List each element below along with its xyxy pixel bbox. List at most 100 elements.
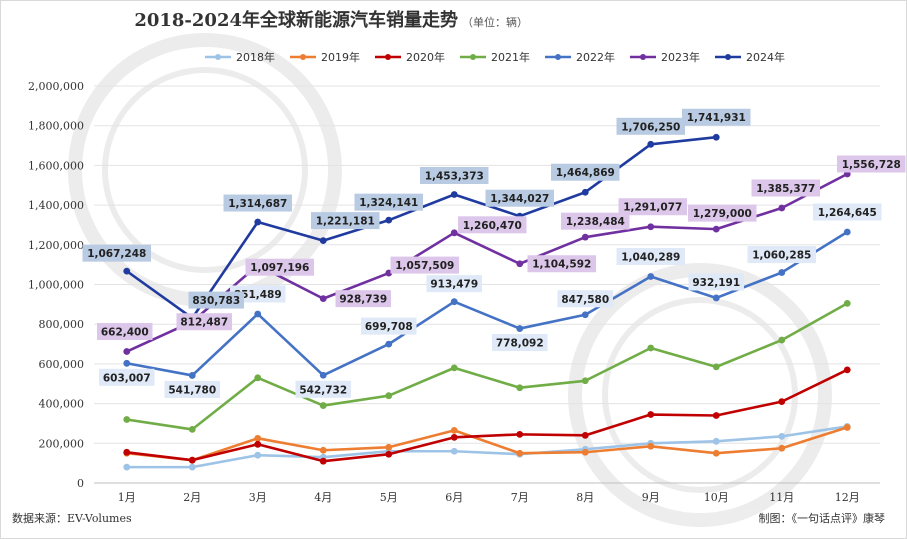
data-label-box xyxy=(616,117,685,135)
data-label-box xyxy=(458,216,527,234)
data-point xyxy=(516,430,524,438)
x-tick-label: 11月 xyxy=(769,491,794,504)
data-label-box xyxy=(164,380,220,398)
data-label-box xyxy=(311,212,380,230)
data-label: 1,104,592 xyxy=(532,259,591,271)
data-point xyxy=(778,444,786,452)
chart-unit-note: （单位：辆） xyxy=(462,15,528,29)
x-tick-label: 12月 xyxy=(835,491,860,504)
y-tick-label: 200,000 xyxy=(39,437,85,450)
data-label-box xyxy=(485,189,554,207)
data-label-box xyxy=(688,273,744,291)
data-point xyxy=(581,431,589,439)
data-label: 1,067,248 xyxy=(87,248,146,260)
data-point xyxy=(647,411,655,418)
y-tick-label: 1,400,000 xyxy=(28,199,84,212)
data-label: 603,007 xyxy=(103,372,151,384)
data-label: 1,556,728 xyxy=(842,159,901,171)
data-label-box xyxy=(813,203,882,221)
data-point xyxy=(385,216,393,224)
data-point xyxy=(647,344,655,352)
x-tick-label: 4月 xyxy=(314,491,332,504)
data-point xyxy=(254,440,262,448)
data-point xyxy=(385,269,393,277)
x-tick-label: 1月 xyxy=(118,491,136,504)
data-point xyxy=(123,267,131,275)
data-label-box xyxy=(295,380,351,398)
data-label-box xyxy=(426,275,482,293)
data-point xyxy=(843,228,851,236)
data-point xyxy=(778,336,786,344)
y-tick-label: 1,000,000 xyxy=(28,279,84,292)
data-point xyxy=(516,449,524,457)
data-label: 928,739 xyxy=(339,294,387,306)
legend-swatch-marker xyxy=(725,54,731,60)
data-label: 541,780 xyxy=(168,384,216,396)
data-label: 847,580 xyxy=(561,294,609,306)
data-label: 542,732 xyxy=(299,384,347,396)
data-label-box xyxy=(551,163,620,181)
legend-label: 2020年 xyxy=(406,50,445,64)
y-tick-label: 2,000,000 xyxy=(28,80,84,93)
data-point xyxy=(581,188,589,196)
data-point xyxy=(516,260,524,268)
credit-note: 制图：《一句话点评》康琴 xyxy=(758,512,886,525)
data-point xyxy=(385,392,393,400)
data-point xyxy=(254,434,262,442)
data-label: 1,324,141 xyxy=(359,197,418,209)
x-tick-label: 8月 xyxy=(576,491,594,504)
data-label-box xyxy=(616,248,685,266)
y-tick-label: 1,800,000 xyxy=(28,120,84,133)
data-point xyxy=(450,447,458,455)
data-label: 830,783 xyxy=(192,295,240,307)
data-label: 1,097,196 xyxy=(250,262,309,274)
data-label: 1,464,869 xyxy=(556,167,615,179)
data-point xyxy=(581,448,589,456)
data-point xyxy=(123,348,131,355)
data-point xyxy=(385,340,393,348)
y-tick-label: 600,000 xyxy=(39,358,85,371)
data-label: 1,453,373 xyxy=(425,171,484,183)
data-point xyxy=(188,463,196,471)
data-point xyxy=(712,294,720,302)
data-point xyxy=(450,433,458,441)
data-point xyxy=(712,133,720,141)
data-point xyxy=(123,416,131,423)
data-label: 1,260,470 xyxy=(463,220,522,232)
legend-swatch-marker xyxy=(555,54,561,60)
data-label-box xyxy=(354,193,423,211)
data-label: 778,092 xyxy=(496,338,544,350)
data-label: 1,264,645 xyxy=(818,207,877,219)
legend: 2018年 2019年 2020年 2021年 2022年 2023年 2024年 xyxy=(205,50,785,64)
data-label: 851,489 xyxy=(234,289,282,301)
legend-swatch-marker xyxy=(300,54,306,60)
data-label-box xyxy=(420,167,489,185)
x-tick-label: 10月 xyxy=(704,491,729,504)
data-point xyxy=(254,374,262,382)
x-tick-label: 7月 xyxy=(511,491,529,504)
data-label-box xyxy=(837,155,906,173)
data-point xyxy=(778,269,786,276)
data-label: 1,057,509 xyxy=(395,260,454,272)
data-point xyxy=(188,456,196,464)
chart-title: 2018-2024年全球新能源汽车销量走势 xyxy=(134,9,458,31)
data-point xyxy=(647,273,655,280)
data-label-box xyxy=(245,258,314,276)
data-label: 1,060,285 xyxy=(752,250,811,262)
legend-label: 2023年 xyxy=(661,50,700,64)
series-line xyxy=(126,230,848,377)
data-point xyxy=(188,372,196,379)
data-label-box xyxy=(751,179,820,197)
data-label: 662,400 xyxy=(101,327,149,339)
data-point xyxy=(450,364,458,372)
data-label-box xyxy=(335,290,391,308)
data-point xyxy=(319,457,327,465)
data-label-box xyxy=(223,194,292,212)
legend-swatch-marker xyxy=(385,54,391,60)
data-point xyxy=(778,432,786,440)
data-point xyxy=(581,233,589,241)
data-point xyxy=(385,450,393,458)
y-tick-label: 800,000 xyxy=(39,318,85,331)
data-point xyxy=(843,366,851,374)
